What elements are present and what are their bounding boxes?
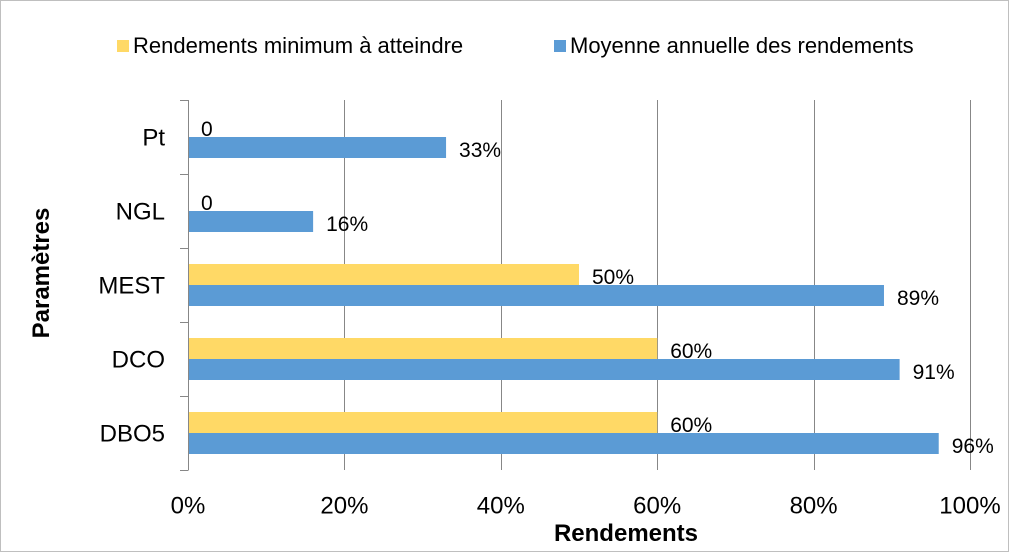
bars xyxy=(188,137,939,454)
bar-minimum-target-dbo5 xyxy=(188,412,658,433)
legend-swatch-minimum-target xyxy=(117,40,129,52)
data-label-minimum-target-pt: 0 xyxy=(201,118,213,141)
category-label-dbo5: DBO5 xyxy=(100,420,165,447)
bar-annual-average-dco xyxy=(188,359,900,380)
legend-item-annual-average: Moyenne annuelle des rendements xyxy=(554,33,914,58)
x-tick-label-60: 60% xyxy=(633,492,681,519)
data-label-minimum-target-ngl: 0 xyxy=(201,192,213,215)
bar-minimum-target-dco xyxy=(188,338,658,359)
bar-minimum-target-mest xyxy=(188,264,579,285)
category-label-ngl: NGL xyxy=(116,198,165,225)
x-tick-labels: 0% 20% 40% 60% 80% 100% xyxy=(171,492,1001,519)
x-tick-label-40: 40% xyxy=(477,492,525,519)
bar-annual-average-pt xyxy=(188,137,447,158)
data-label-annual-average-dco: 91% xyxy=(913,361,955,384)
x-tick-label-80: 80% xyxy=(790,492,838,519)
data-label-annual-average-pt: 33% xyxy=(459,139,501,162)
x-tick-label-0: 0% xyxy=(171,492,206,519)
data-label-annual-average-mest: 89% xyxy=(897,287,939,310)
category-label-pt: Pt xyxy=(142,124,165,151)
y-axis xyxy=(180,100,189,471)
bar-annual-average-mest xyxy=(188,285,884,306)
x-axis-title: Rendements xyxy=(554,520,698,547)
legend-swatch-annual-average xyxy=(554,40,566,52)
x-tick-label-20: 20% xyxy=(320,492,368,519)
bar-annual-average-dbo5 xyxy=(188,433,939,454)
category-label-mest: MEST xyxy=(98,272,165,299)
category-label-dco: DCO xyxy=(112,346,165,373)
bar-annual-average-ngl xyxy=(188,211,314,232)
y-axis-title: Paramètres xyxy=(28,208,55,339)
data-label-annual-average-dbo5: 96% xyxy=(952,435,994,458)
x-tick-label-100: 100% xyxy=(939,492,1000,519)
data-label-annual-average-ngl: 16% xyxy=(326,213,368,236)
data-labels: 0 33% 0 16% 50% 89% 60% 91% 60% 96% xyxy=(201,118,994,458)
legend-label-minimum-target: Rendements minimum à atteindre xyxy=(133,33,463,58)
data-label-minimum-target-dbo5: 60% xyxy=(670,414,712,437)
legend-item-minimum-target: Rendements minimum à atteindre xyxy=(117,33,463,58)
data-label-minimum-target-mest: 50% xyxy=(592,266,634,289)
data-label-minimum-target-dco: 60% xyxy=(670,340,712,363)
legend: Rendements minimum à atteindre Moyenne a… xyxy=(117,33,914,58)
legend-label-annual-average: Moyenne annuelle des rendements xyxy=(570,33,914,58)
category-labels: Pt NGL MEST DCO DBO5 xyxy=(98,124,165,447)
